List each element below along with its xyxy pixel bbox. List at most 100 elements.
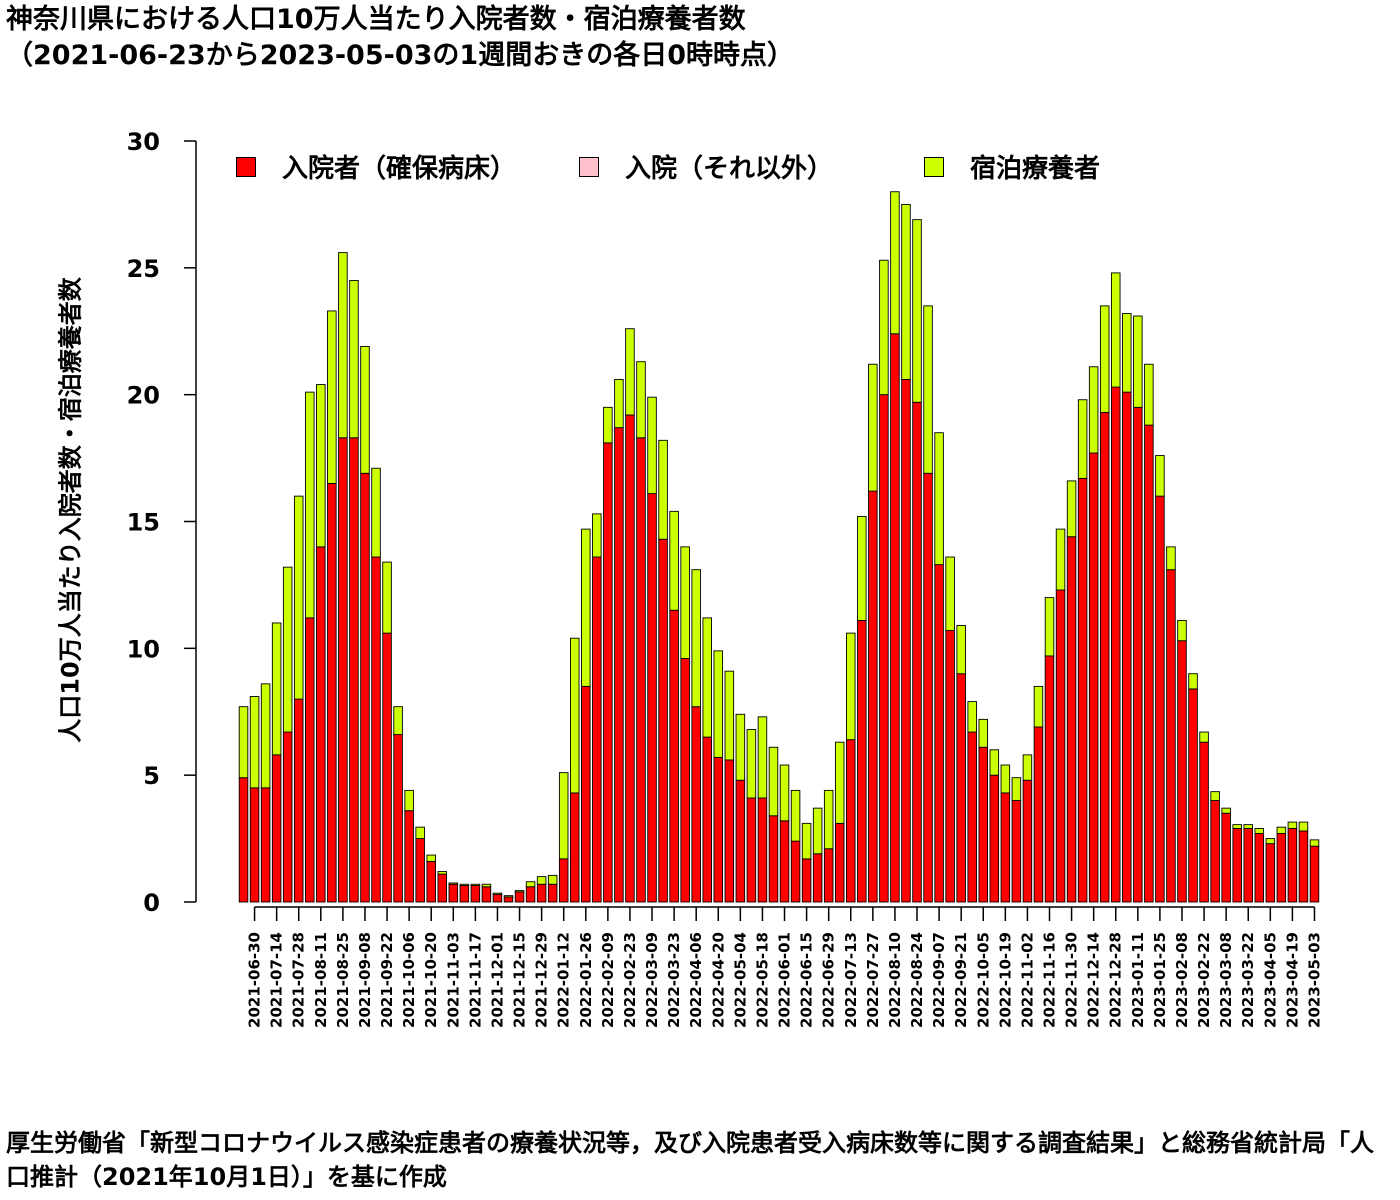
bar-segment-s0: [658, 538, 668, 903]
bar-segment-s0: [647, 493, 657, 903]
bar-segment-s0: [569, 792, 580, 903]
x-tick-label: 2021-12-29: [533, 932, 551, 1028]
legend-swatch-hospital: [236, 156, 256, 177]
legend-swatch-hospital-other: [579, 156, 599, 177]
bar-segment-s0: [1155, 495, 1165, 903]
bar-segment-s2: [1166, 546, 1176, 571]
bar-segment-s0: [415, 838, 425, 903]
bar-segment-s2: [901, 203, 911, 380]
bar-segment-s2: [1055, 528, 1066, 591]
bar-segment-s0: [238, 777, 249, 903]
bar-segment-s0: [1254, 833, 1265, 903]
x-tick-label: 2022-11-02: [1018, 932, 1036, 1028]
bar-segment-s2: [978, 718, 989, 748]
bar-segment-s0: [934, 564, 944, 903]
x-tick-label: 2023-02-08: [1173, 932, 1191, 1028]
bar-segment-s0: [603, 442, 613, 903]
bar-segment-s0: [525, 886, 536, 903]
bar-segment-s0: [636, 437, 646, 903]
bar-segment-s0: [371, 556, 381, 903]
bar-segment-s0: [1044, 655, 1055, 903]
bar-segment-s2: [492, 892, 503, 895]
bar-segment-s0: [1144, 424, 1154, 903]
bar-segment-s0: [592, 556, 602, 903]
bar-segment-s2: [603, 406, 613, 444]
x-tick-label: 2023-01-25: [1151, 932, 1169, 1028]
bar-segment-s0: [779, 820, 790, 903]
bar-segment-s2: [746, 729, 757, 799]
legend-label-hotel: 宿泊療養者: [970, 154, 1101, 184]
x-tick-label: 2021-09-22: [378, 932, 396, 1028]
bar-segment-s2: [316, 384, 326, 548]
bar-segment-s2: [1011, 777, 1022, 801]
bar-segment-s2: [812, 807, 823, 855]
bar-segment-s2: [724, 670, 735, 761]
x-tick-label: 2021-11-03: [444, 932, 462, 1028]
bar-segment-s0: [923, 472, 933, 903]
bar-segment-s2: [757, 716, 768, 799]
bar-segment-s0: [1022, 779, 1033, 903]
bar-segment-s2: [669, 510, 679, 611]
bar-segment-s2: [956, 625, 966, 675]
bar-segment-s2: [658, 439, 668, 540]
bar-segment-s0: [901, 378, 911, 903]
x-tick-label: 2022-10-05: [974, 932, 992, 1028]
bar-segment-s0: [1066, 536, 1077, 903]
bar-segment-s2: [768, 746, 779, 817]
x-tick-label: 2022-09-07: [930, 932, 948, 1028]
bar-segment-s2: [857, 515, 867, 621]
stacked-bar-chart: 0 5 10 15 20 25 30 2021-06-30 2021-07-14 2021-07-…: [127, 128, 1324, 1028]
bar-segment-s0: [1210, 800, 1220, 903]
bar-segment-s2: [1199, 731, 1209, 743]
bar-segment-s0: [1232, 827, 1242, 903]
bar-segment-s0: [448, 883, 459, 903]
x-tick-label: 2021-09-08: [356, 932, 374, 1028]
x-tick-label: 2022-08-24: [908, 932, 926, 1028]
bar-segment-s0: [1243, 827, 1253, 903]
bar-segment-s0: [956, 673, 966, 903]
x-tick-label: 2021-08-25: [334, 932, 352, 1028]
bar-segment-s2: [823, 789, 834, 850]
bar-segment-s0: [382, 632, 392, 903]
bar-segment-s2: [459, 883, 470, 886]
bar-segment-s2: [393, 706, 403, 736]
bar-segment-s0: [1265, 843, 1276, 903]
y-tick-label: 10: [127, 635, 160, 663]
bar-segment-s2: [779, 764, 790, 822]
bar-segment-s2: [846, 632, 856, 741]
bar-segment-s0: [625, 414, 635, 903]
bar-segment-s2: [1276, 826, 1287, 834]
bar-segment-s0: [536, 883, 547, 903]
bar-segment-s2: [1221, 807, 1231, 814]
bar-segment-s2: [680, 546, 690, 659]
bar-segment-s0: [1298, 830, 1309, 903]
bar-segment-s0: [790, 840, 801, 903]
bar-segment-s2: [1232, 824, 1242, 829]
bar-segment-s0: [978, 746, 989, 903]
x-tick-label: 2022-09-21: [952, 932, 970, 1028]
bar-segment-s0: [724, 759, 735, 903]
x-tick-label: 2023-04-05: [1261, 932, 1279, 1028]
bar-segment-s2: [713, 650, 724, 758]
legend-item-hotel: 宿泊療養者: [924, 148, 1100, 185]
bar-segment-s0: [868, 490, 878, 903]
x-tick-label: 2021-06-30: [246, 932, 264, 1028]
bar-segment-s2: [293, 495, 304, 700]
bar-segment-s0: [249, 787, 260, 903]
x-tick-label: 2022-07-13: [842, 932, 860, 1028]
x-tick-label: 2022-03-23: [665, 932, 683, 1028]
bar-segment-s2: [558, 772, 569, 860]
bar-segment-s0: [327, 483, 337, 903]
bar-segment-s0: [746, 797, 757, 903]
bar-segment-s0: [1287, 827, 1298, 903]
x-tick-label: 2023-02-22: [1195, 932, 1213, 1028]
x-tick-label: 2021-12-15: [511, 932, 529, 1028]
bar-segment-s2: [636, 361, 646, 439]
bar-segment-s2: [1122, 313, 1132, 393]
bar-segment-s2: [592, 513, 602, 558]
bar-segment-s2: [1287, 821, 1298, 829]
bar-segment-s0: [614, 427, 624, 903]
bar-segment-s2: [1000, 764, 1011, 794]
bar-segment-s2: [569, 637, 580, 794]
bar-segment-s2: [305, 391, 315, 619]
